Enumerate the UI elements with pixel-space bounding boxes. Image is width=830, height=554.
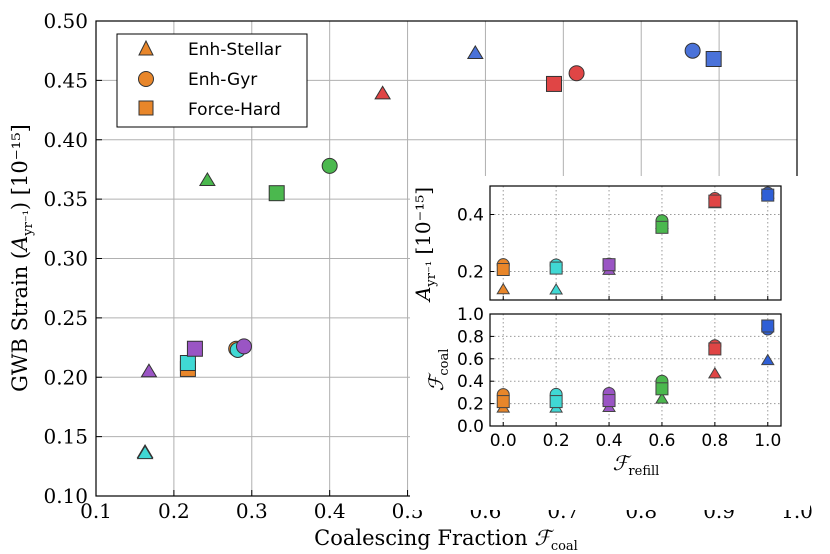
- main-point-square: [268, 185, 285, 202]
- main-y-ticks: 0.10 0.15 0.20 0.25 0.30 0.35 0.40 0.45 0.50: [43, 9, 102, 508]
- inset-top-point-square: [602, 258, 616, 272]
- inset-top-point-square: [496, 263, 510, 277]
- legend-label-enh-stellar: Enh-Stellar: [188, 40, 281, 60]
- main-points: [136, 42, 722, 460]
- inset-bottom-points: [496, 319, 775, 413]
- inset-bottom-x-tick-label: 0.4: [596, 431, 623, 451]
- inset-top-frame: [489, 185, 782, 301]
- inset-top-y-tick-label: 0.2: [457, 263, 484, 283]
- main-x-tick-label: 0.2: [158, 499, 190, 523]
- main-y-tick-label: 0.20: [43, 365, 88, 389]
- main-y-tick-label: 0.35: [43, 187, 88, 211]
- legend: Enh-Stellar Enh-Gyr Force-Hard: [116, 33, 308, 128]
- main-x-axis-label: Coalescing Fraction ℱcoal: [314, 526, 578, 554]
- legend-label-force-hard: Force-Hard: [188, 100, 281, 120]
- inset-bottom-point-square: [761, 319, 775, 333]
- main-point-square: [186, 340, 203, 357]
- inset-background: [410, 176, 810, 510]
- legend-label-enh-gyr: Enh-Gyr: [188, 70, 257, 90]
- inset-bottom-point-square: [655, 382, 669, 396]
- inset-top-point-square: [708, 194, 722, 208]
- main-x-tick-label: 0.4: [314, 499, 346, 523]
- inset-top-grid: [490, 186, 781, 300]
- main-point-triangle: [374, 85, 392, 100]
- inset-bottom-y-tick-label: 0.6: [457, 350, 484, 370]
- main-point-circle: [321, 157, 338, 174]
- main-y-tick-label: 0.40: [43, 128, 88, 152]
- main-point-square: [179, 355, 196, 371]
- inset-bottom-point-triangle: [707, 366, 722, 379]
- main-point-circle: [684, 42, 701, 59]
- inset-bottom-y-tick-label: 0.0: [457, 417, 484, 437]
- main-x-tick-label: 0.3: [236, 499, 268, 523]
- inset-top-y-tick-label: 0.4: [457, 206, 484, 226]
- inset-top-point-triangle: [496, 282, 511, 295]
- inset-bottom-y-axis-label: ℱcoal: [424, 349, 452, 392]
- inset-bottom-point-square: [549, 395, 563, 409]
- inset-top-point-triangle: [549, 283, 564, 295]
- inset-bottom-y-tick-label: 0.4: [457, 372, 484, 392]
- main-y-tick-label: 0.10: [43, 484, 88, 508]
- inset-bottom-y-ticks: 0.00.2 0.40.6 0.81.0: [457, 305, 494, 437]
- inset-bottom-y-tick-label: 0.8: [457, 327, 484, 347]
- inset-top-y-ticks: 0.2 0.4: [457, 206, 494, 283]
- legend-circle-marker: [138, 71, 154, 87]
- inset-bottom-x-tick-label: 0.2: [543, 431, 570, 451]
- main-y-tick-label: 0.50: [43, 9, 88, 33]
- main-point-triangle: [466, 44, 484, 59]
- legend-triangle-marker: [138, 39, 154, 56]
- main-point-triangle: [140, 363, 158, 378]
- inset-top-points: [496, 186, 775, 295]
- main-y-tick-label: 0.25: [43, 306, 88, 330]
- inset-top-point-square: [761, 188, 775, 202]
- inset-bottom-x-tick-label: 0.8: [701, 431, 728, 451]
- main-point-circle: [235, 338, 252, 355]
- inset-top-y-axis-label: Ayr⁻¹ [10⁻¹⁵]: [411, 187, 439, 303]
- inset-bottom-point-triangle: [655, 392, 669, 404]
- main-point-triangle: [136, 445, 154, 460]
- inset-bottom-x-tick-label: 0.6: [648, 431, 675, 451]
- main-point-square: [705, 51, 722, 67]
- inset-bottom-point-square: [496, 395, 510, 409]
- inset-top-point-square: [549, 261, 563, 275]
- inset-bottom-frame: [489, 313, 782, 427]
- main-point-square: [545, 75, 562, 92]
- inset-bottom-x-tick-label: 1.0: [754, 431, 781, 451]
- inset-bottom-x-ticks: 0.0 0.2 0.4 0.6 0.8 1.0: [490, 422, 781, 451]
- main-point-circle: [568, 65, 585, 82]
- legend-square-marker: [138, 100, 154, 116]
- inset-bottom-point-square: [708, 342, 722, 356]
- inset-top-point-square: [655, 220, 669, 234]
- inset-bottom-point-square: [602, 394, 616, 408]
- main-y-tick-label: 0.30: [43, 247, 88, 271]
- inset-bottom-y-tick-label: 0.2: [457, 395, 484, 415]
- main-y-tick-label: 0.15: [43, 425, 88, 449]
- main-x-tick-label: 0.1: [80, 499, 112, 523]
- main-y-tick-label: 0.45: [43, 68, 88, 92]
- main-y-axis-label: GWB Strain (Ayr⁻¹) [10⁻¹⁵]: [8, 124, 36, 392]
- main-point-triangle: [198, 172, 216, 187]
- inset-bottom-point-triangle: [760, 353, 775, 366]
- inset-bottom-y-tick-label: 1.0: [457, 305, 484, 325]
- inset-bottom-x-axis-label: ℱrefill: [613, 451, 660, 479]
- inset-bottom-x-tick-label: 0.0: [490, 431, 517, 451]
